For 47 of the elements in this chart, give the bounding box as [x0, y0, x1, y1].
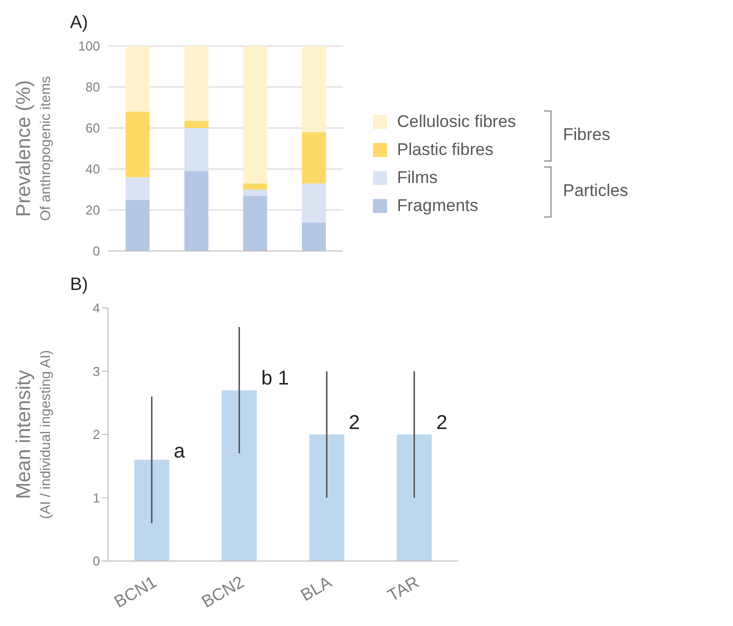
y-tick-label: 80	[86, 80, 100, 95]
bar	[134, 460, 170, 561]
y-tick-label: 60	[86, 120, 100, 136]
y-tick-label: 100	[78, 38, 100, 54]
legend-label: Films	[397, 168, 439, 188]
bar	[184, 120, 208, 128]
bar	[184, 128, 208, 172]
bar	[243, 196, 268, 251]
y-tick-label: 3	[92, 364, 100, 379]
bar	[243, 183, 268, 190]
bar	[309, 434, 344, 561]
bar	[396, 434, 432, 561]
bar	[184, 46, 208, 121]
text: Particles	[563, 181, 628, 201]
y-tick-label: 2	[92, 427, 100, 442]
y-axis-title: Prevalence (%) Of anthropogenic items	[13, 76, 53, 221]
y-axis-title: Mean intensity (AI / individual ingesting AI)	[13, 350, 53, 519]
bar	[184, 171, 208, 251]
y-tick-label: 20	[86, 202, 100, 218]
y-tick-label: 4	[92, 300, 100, 316]
y-tick-label: 40	[86, 162, 100, 177]
bar	[126, 46, 150, 112]
annotation: b 1	[261, 368, 290, 390]
legend-label: Fragments	[397, 196, 480, 216]
y-tick-label: 0	[92, 554, 100, 569]
bar	[222, 390, 257, 561]
bar	[126, 200, 150, 251]
bar	[302, 183, 326, 222]
y-tick-label: 1	[92, 490, 100, 506]
legend-label: Plastic fibres	[397, 140, 494, 160]
chart-title: B)	[70, 274, 88, 295]
bar	[126, 177, 150, 200]
y-tick-label: 0	[92, 244, 100, 259]
x-tick-label: TAR	[384, 572, 422, 606]
bar	[302, 132, 326, 184]
bar	[302, 46, 326, 132]
x-tick-label: BLA	[297, 572, 336, 605]
bar	[243, 46, 268, 184]
annotation: a	[174, 440, 186, 462]
annotation: 2	[436, 412, 448, 434]
bar	[126, 112, 150, 178]
bar	[302, 222, 326, 251]
annotation: 2	[348, 412, 360, 434]
chart-title: A)	[70, 12, 88, 33]
legend-label: Cellulosic fibres	[397, 112, 518, 132]
text: Fibres	[563, 125, 610, 145]
bar	[243, 190, 268, 196]
